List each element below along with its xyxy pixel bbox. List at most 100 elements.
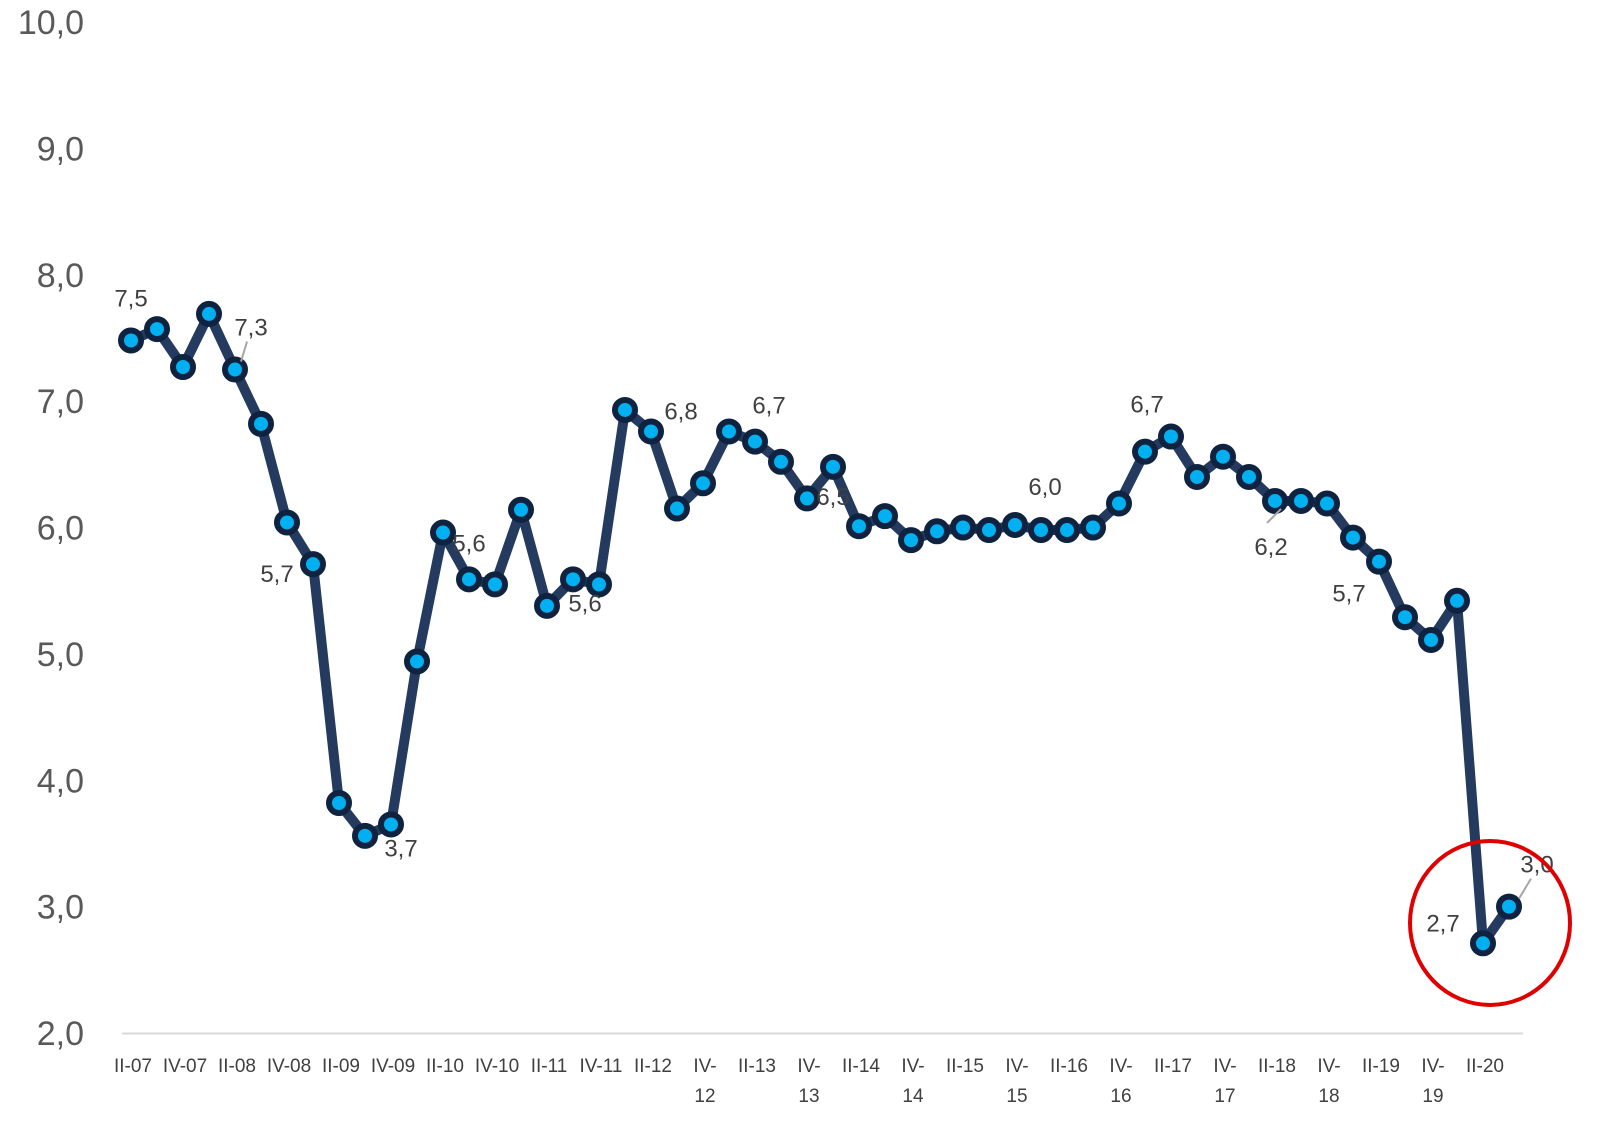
- data-point: [638, 418, 664, 445]
- x-tick-label: IV-08: [267, 1056, 311, 1077]
- label-leader-line: [1266, 508, 1282, 524]
- data-label: 6,7: [752, 393, 785, 420]
- data-point: [690, 470, 716, 497]
- data-point: [326, 789, 352, 816]
- data-point: [482, 571, 508, 598]
- x-tick-label: II-09: [322, 1056, 360, 1077]
- data-label: 5,6: [452, 530, 485, 557]
- y-tick-label: 2,0: [37, 1015, 84, 1053]
- x-tick-label: II-12: [634, 1056, 672, 1077]
- x-tick-label: IV-11: [580, 1056, 623, 1077]
- y-tick-label: 5,0: [37, 636, 84, 674]
- data-point: [508, 496, 534, 523]
- x-tick-label: II-15: [946, 1056, 984, 1077]
- data-point: [1470, 930, 1496, 957]
- data-label: 2,7: [1426, 910, 1459, 937]
- data-point: [1080, 514, 1106, 541]
- data-point: [352, 822, 378, 849]
- data-point: [560, 566, 586, 593]
- data-point: [118, 327, 144, 354]
- y-tick-label: 10,0: [18, 4, 84, 42]
- data-point: [1444, 587, 1470, 614]
- x-tick-label: II-14: [842, 1056, 880, 1077]
- data-label: 6,7: [1130, 392, 1163, 419]
- data-point: [196, 300, 222, 327]
- data-point: [170, 354, 196, 381]
- data-point: [612, 396, 638, 423]
- data-label: 5,7: [1332, 581, 1365, 608]
- data-point: [768, 448, 794, 475]
- x-tick-label: IV-17: [1213, 1056, 1236, 1107]
- data-point: [144, 316, 170, 343]
- y-axis-tick-labels: 2,0 3,0 4,0 5,0 6,0 7,0 8,0 9,0 10,0: [18, 4, 84, 1053]
- x-tick-label: II-16: [1050, 1056, 1088, 1077]
- x-tick-label: II-10: [426, 1056, 464, 1077]
- highlight-circle: [1408, 838, 1572, 1007]
- data-label: 5,6: [568, 590, 601, 617]
- data-point: [248, 410, 274, 437]
- data-point: [1496, 893, 1522, 920]
- data-point: [1106, 490, 1132, 517]
- x-tick-label: II-19: [1362, 1056, 1400, 1077]
- data-label: 7,3: [234, 315, 267, 342]
- data-point: [664, 495, 690, 522]
- x-axis-tick-labels: II-07 IV-07 II-08 IV-08 II-09 IV-09 II-10 IV-10…: [114, 1056, 1504, 1107]
- data-point: [1340, 524, 1366, 551]
- data-point: [1418, 626, 1444, 653]
- x-tick-label: IV-10: [475, 1056, 519, 1077]
- data-label: 3,7: [384, 835, 417, 862]
- data-point: [898, 527, 924, 554]
- series-line: [126, 308, 1514, 949]
- series-unemployment: [118, 300, 1522, 957]
- data-point: [1002, 511, 1028, 538]
- y-tick-label: 9,0: [37, 130, 84, 168]
- x-tick-label: II-13: [738, 1056, 776, 1077]
- x-tick-label: II-18: [1258, 1056, 1296, 1077]
- data-point: [794, 485, 820, 512]
- data-point: [820, 453, 846, 480]
- x-tick-label: IV-12: [693, 1056, 716, 1107]
- y-tick-label: 4,0: [37, 762, 84, 800]
- data-label: 7,5: [114, 285, 147, 312]
- series-markers: [118, 300, 1522, 957]
- data-point: [742, 428, 768, 455]
- data-point: [300, 551, 326, 578]
- x-tick-label: IV-13: [797, 1056, 820, 1107]
- data-label: 6,8: [664, 398, 697, 425]
- data-point: [716, 418, 742, 445]
- data-point: [1392, 604, 1418, 631]
- x-tick-label: II-20: [1466, 1056, 1504, 1077]
- data-point: [1366, 548, 1392, 575]
- x-tick-label: IV-16: [1109, 1056, 1132, 1107]
- data-point: [976, 517, 1002, 544]
- x-tick-label: II-11: [531, 1056, 568, 1077]
- data-point: [404, 648, 430, 675]
- x-tick-label: IV-07: [163, 1056, 207, 1077]
- data-label: 6,2: [1254, 534, 1287, 561]
- data-point: [1028, 517, 1054, 544]
- y-tick-label: 3,0: [37, 889, 84, 927]
- data-point: [222, 356, 248, 383]
- data-point: [1288, 487, 1314, 514]
- data-point: [872, 503, 898, 530]
- data-point: [1054, 517, 1080, 544]
- x-tick-label: IV-09: [371, 1056, 415, 1077]
- x-tick-label: II-17: [1154, 1056, 1192, 1077]
- label-leader-line: [1518, 878, 1532, 900]
- data-point: [1236, 463, 1262, 490]
- y-tick-label: 6,0: [37, 510, 84, 548]
- x-tick-label: II-07: [114, 1056, 152, 1077]
- label-leader-line: [240, 341, 248, 362]
- data-point: [950, 514, 976, 541]
- y-tick-label: 8,0: [37, 257, 84, 295]
- x-tick-label: IV-15: [1005, 1056, 1028, 1107]
- data-point: [586, 571, 612, 598]
- data-point: [534, 592, 560, 619]
- y-tick-label: 7,0: [37, 383, 84, 421]
- x-tick-label: IV-14: [901, 1056, 924, 1107]
- data-label: 6,5: [816, 484, 849, 511]
- data-point: [1158, 423, 1184, 450]
- data-labels: 7,5 7,3 5,7 3,7 5,6 5,6 6,8 6,7 6,5 6,0 6,7 6,2 5,7 2…: [114, 285, 1553, 937]
- data-point: [456, 566, 482, 593]
